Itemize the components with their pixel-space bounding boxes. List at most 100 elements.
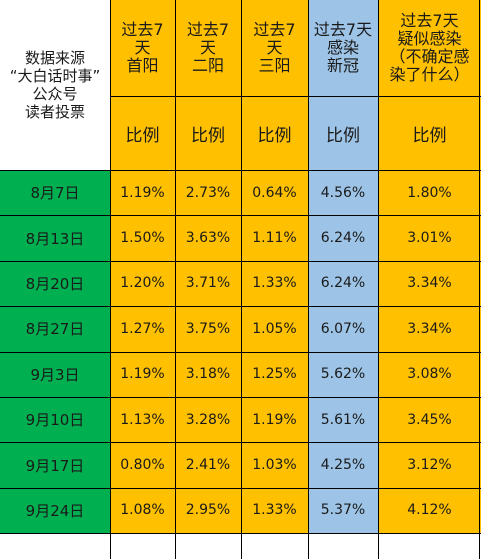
row-date-6-text: 9月10日 [25,411,85,430]
value-cell-r1-c5: 1.80% [378,170,481,216]
value-cell-r8-c1: 1.08% [110,487,175,534]
value-cell-r4-c3-text: 1.05% [252,320,297,337]
value-cell-r2-c3: 1.11% [241,215,308,261]
value-cell-r4-c2: 3.75% [175,306,241,352]
column-subheader-3: 比例 [241,96,308,170]
value-cell-r5-c5-text: 3.08% [407,366,452,383]
column-header-2-text: 过去7 天 二阳 [186,20,230,75]
column-subheader-3-text: 比例 [257,125,292,146]
column-subheader-1-text: 比例 [125,125,160,146]
row-date-4-text: 8月27日 [25,320,85,339]
value-cell-r6-c5: 3.45% [378,397,481,443]
empty-cell-6 [378,533,481,559]
value-cell-r5-c4: 5.62% [308,351,378,397]
row-date-8-text: 9月24日 [25,501,85,520]
row-date-8: 9月24日 [0,487,110,534]
value-cell-r3-c1: 1.20% [110,260,175,307]
empty-cell-5 [308,533,378,559]
value-cell-r4-c1: 1.27% [110,306,175,352]
value-cell-r3-c1-text: 1.20% [120,275,165,292]
value-cell-r7-c3: 1.03% [241,442,308,488]
grid-line-v-3 [240,0,242,559]
grid-line-h-row-7 [0,488,481,489]
grid-line-h-row-2 [0,261,481,262]
value-cell-r5-c2-text: 3.18% [185,366,231,383]
value-cell-r6-c2: 3.28% [175,397,241,443]
column-subheader-4: 比例 [308,96,378,170]
value-cell-r8-c3: 1.33% [241,487,308,534]
row-date-6: 9月10日 [0,397,110,443]
column-subheader-5: 比例 [378,96,481,170]
value-cell-r5-c2: 3.18% [175,351,241,397]
value-cell-r6-c1-text: 1.13% [120,411,165,428]
value-cell-r7-c1: 0.80% [110,442,175,488]
value-cell-r2-c2-text: 3.63% [185,230,231,247]
grid-line-h-row-1 [0,215,481,216]
grid-line-h-row-8 [0,533,481,534]
value-cell-r4-c5: 3.34% [378,306,481,352]
value-cell-r3-c2-text: 3.71% [185,275,231,292]
value-cell-r6-c4-text: 5.61% [320,411,366,428]
row-date-7: 9月17日 [0,442,110,488]
value-cell-r1-c1: 1.19% [110,170,175,216]
value-cell-r7-c4-text: 4.25% [320,457,366,474]
value-cell-r3-c4: 6.24% [308,260,378,307]
value-cell-r8-c4: 5.37% [308,487,378,534]
value-cell-r6-c1: 1.13% [110,397,175,443]
value-cell-r1-c5-text: 1.80% [407,184,452,201]
empty-cell-2 [110,533,175,559]
value-cell-r7-c1-text: 0.80% [120,457,165,474]
value-cell-r8-c2: 2.95% [175,487,241,534]
grid-line-h-row-6 [0,442,481,443]
grid-line-h-head [0,170,481,171]
value-cell-r3-c3-text: 1.33% [252,275,297,292]
corner-label: 数据来源 “大白话时事” 公众号 读者投票 [0,0,110,170]
value-cell-r5-c1-text: 1.19% [120,366,165,383]
column-subheader-2: 比例 [175,96,241,170]
value-cell-r6-c3-text: 1.19% [252,411,297,428]
value-cell-r1-c3-text: 0.64% [252,184,297,201]
value-cell-r8-c3-text: 1.33% [252,502,297,519]
corner-label-text: 数据来源 “大白话时事” 公众号 读者投票 [9,49,101,121]
grid-line-v-6 [479,0,480,559]
value-cell-r8-c5: 4.12% [378,487,481,534]
value-cell-r3-c5: 3.34% [378,260,481,307]
column-header-5: 过去7天 疑似感染 （不确定感 染了什么） [378,0,481,96]
value-cell-r8-c4-text: 5.37% [320,502,366,519]
value-cell-r5-c3: 1.25% [241,351,308,397]
value-cell-r2-c4: 6.24% [308,215,378,261]
value-cell-r5-c1: 1.19% [110,351,175,397]
row-date-1: 8月7日 [0,170,110,216]
row-date-5: 9月3日 [0,351,110,397]
column-subheader-1: 比例 [110,96,175,170]
grid-line-v-1 [109,0,111,559]
value-cell-r7-c5: 3.12% [378,442,481,488]
grid-line-h-sub [110,96,481,97]
column-header-4: 过去7天 感染 新冠 [308,0,378,96]
column-header-1: 过去7 天 首阳 [110,0,175,96]
value-cell-r4-c5-text: 3.34% [407,320,452,337]
value-cell-r1-c1-text: 1.19% [120,184,165,201]
column-header-4-text: 过去7天 感染 新冠 [313,20,373,75]
value-cell-r7-c4: 4.25% [308,442,378,488]
grid-line-h-row-5 [0,397,481,398]
column-header-1-text: 过去7 天 首阳 [121,20,164,75]
value-cell-r1-c2-text: 2.73% [185,184,231,201]
row-date-2: 8月13日 [0,215,110,261]
empty-cell-3 [175,533,241,559]
value-cell-r8-c1-text: 1.08% [120,502,165,519]
value-cell-r4-c2-text: 3.75% [185,320,231,337]
value-cell-r1-c4: 4.56% [308,170,378,216]
grid-line-h-row-3 [0,306,481,307]
grid-line-v-2 [174,0,176,559]
value-cell-r7-c2: 2.41% [175,442,241,488]
value-cell-r5-c5: 3.08% [378,351,481,397]
column-header-3-text: 过去7 天 三阳 [253,20,296,75]
column-header-5-text: 过去7天 疑似感染 （不确定感 染了什么） [389,11,470,84]
value-cell-r8-c5-text: 4.12% [407,502,452,519]
value-cell-r5-c4-text: 5.62% [320,366,366,383]
value-cell-r2-c5-text: 3.01% [407,230,452,247]
value-cell-r6-c4: 5.61% [308,397,378,443]
row-date-3-text: 8月20日 [25,274,85,293]
grid-line-h-row-4 [0,352,481,353]
